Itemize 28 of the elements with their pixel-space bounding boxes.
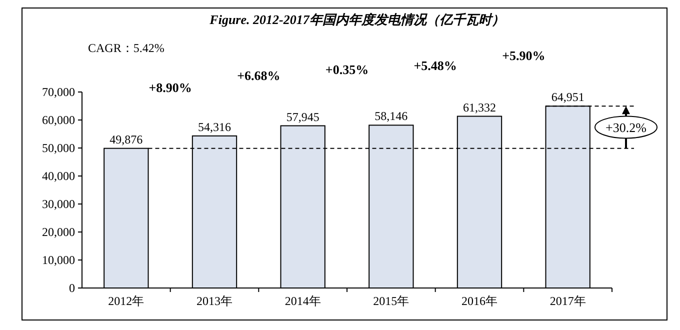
x-tick-label: 2013年: [196, 294, 232, 308]
x-tick-label: 2012年: [108, 294, 144, 308]
y-tick-label: 60,000: [42, 113, 75, 127]
data-label: 49,876: [110, 132, 143, 146]
x-tick-label: 2017年: [550, 294, 586, 308]
y-tick-label: 50,000: [42, 141, 75, 155]
annotation: +30.2%: [606, 120, 647, 136]
annotation: +8.90%: [148, 80, 192, 95]
y-tick-label: 20,000: [42, 225, 75, 239]
data-label: 57,945: [286, 110, 320, 124]
y-tick-label: 30,000: [42, 197, 75, 211]
data-label: 61,332: [463, 100, 496, 114]
data-label: 64,951: [551, 90, 584, 104]
y-tick-label: 70,000: [42, 85, 75, 99]
x-tick-label: 2015年: [373, 294, 410, 308]
text: +0.35%: [325, 62, 369, 77]
y-tick-label: 10,000: [42, 253, 75, 267]
y-tick-label: 40,000: [42, 169, 75, 183]
chart-title: Figure. 2012-2017年国内年度发电情况（亿千瓦时）: [208, 12, 504, 27]
y-tick-label: 0: [69, 281, 75, 295]
text: CAGR：5.42%: [88, 41, 164, 55]
x-tick-label: 2016年: [462, 294, 498, 308]
x-tick-label: 2014年: [284, 294, 321, 308]
text: +6.68%: [237, 68, 280, 83]
data-label: 54,316: [198, 120, 231, 134]
text: +5.90%: [502, 48, 546, 63]
text: +5.48%: [414, 58, 457, 73]
data-label: 58,146: [374, 109, 408, 124]
